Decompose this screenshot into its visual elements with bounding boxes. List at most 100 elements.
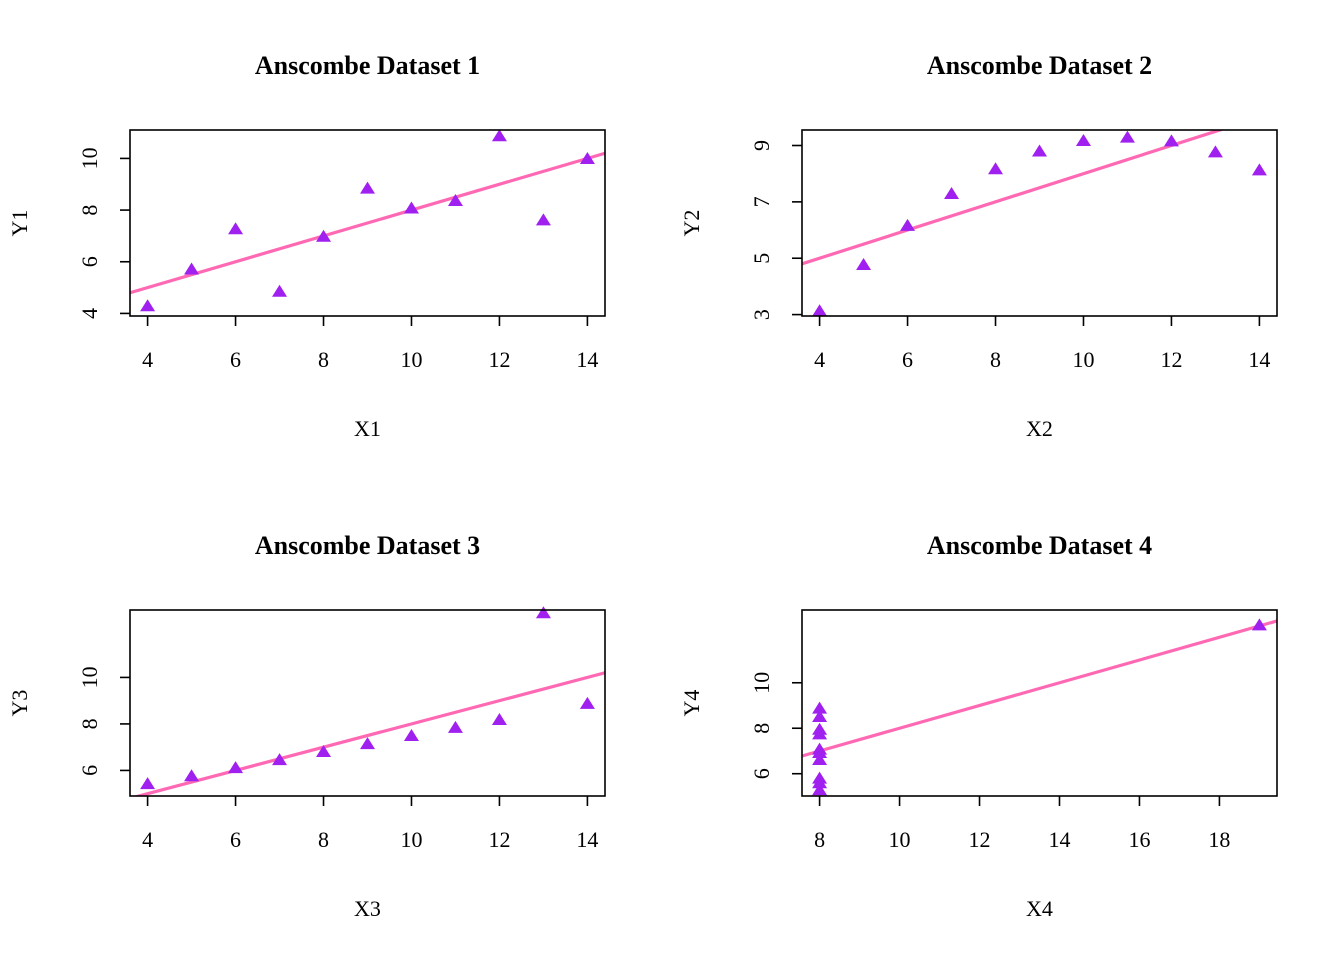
plot-frame — [801, 129, 1278, 317]
y-tick-label: 6 — [77, 765, 102, 776]
x-tick-label: 8 — [318, 827, 329, 852]
regression-line — [802, 619, 1277, 758]
data-point — [812, 304, 828, 317]
data-point — [272, 753, 288, 766]
x-tick-label: 12 — [969, 827, 991, 852]
y-tick-label: 5 — [749, 253, 774, 264]
x-tick-label: 14 — [576, 347, 598, 372]
x-tick-label: 8 — [318, 347, 329, 372]
data-point — [1251, 163, 1267, 176]
x-tick-label: 8 — [814, 827, 825, 852]
data-point — [900, 218, 916, 231]
data-point — [1163, 134, 1179, 147]
y-tick-label: 8 — [77, 718, 102, 729]
data-point — [812, 722, 828, 735]
data-point — [272, 284, 288, 297]
y-tick-label: 6 — [749, 768, 774, 779]
data-point — [228, 222, 244, 235]
x-tick-label: 10 — [400, 827, 422, 852]
y-tick-label: 10 — [749, 672, 774, 694]
x-tick-label: 18 — [1208, 827, 1230, 852]
data-point — [1075, 134, 1091, 147]
x-tick-label: 10 — [889, 827, 911, 852]
data-point — [812, 701, 828, 714]
plot-frame — [801, 609, 1278, 797]
x-tick-label: 6 — [230, 347, 241, 372]
x-tick-label: 6 — [902, 347, 913, 372]
data-point — [812, 783, 828, 796]
y-tick-label: 9 — [749, 140, 774, 151]
x-tick-label: 8 — [990, 347, 1001, 372]
x-tick-label: 4 — [814, 347, 825, 372]
x-tick-label: 4 — [142, 347, 153, 372]
regression-line — [132, 671, 605, 796]
y-tick-label: 3 — [749, 309, 774, 320]
plot-frame — [129, 609, 606, 797]
data-point — [228, 761, 244, 774]
data-point — [944, 187, 960, 200]
panel-1: Anscombe Dataset 1 4 6 8 10 12 14 4 6 8 10 X1 Y1 — [7, 51, 606, 441]
data-point — [579, 696, 595, 709]
y-axis-label: Y3 — [7, 690, 32, 717]
data-point — [140, 299, 156, 312]
data-point — [1251, 618, 1267, 631]
y-axis-label: Y1 — [7, 210, 32, 237]
y-tick-label: 10 — [77, 666, 102, 688]
y-tick-label: 10 — [77, 147, 102, 169]
data-point — [403, 201, 419, 214]
data-point — [447, 194, 463, 207]
plot-frame — [129, 129, 606, 317]
data-point — [491, 712, 507, 725]
y-tick-label: 8 — [77, 205, 102, 216]
x-tick-label: 12 — [488, 827, 510, 852]
data-point — [812, 753, 828, 766]
x-tick-label: 6 — [230, 827, 241, 852]
data-point — [812, 745, 828, 758]
x-tick-label: 14 — [576, 827, 598, 852]
data-point — [316, 745, 332, 758]
chart-title: Anscombe Dataset 4 — [927, 531, 1152, 560]
panel-2: Anscombe Dataset 2 4 6 8 10 12 14 3 5 7 9 X2 Y2 — [679, 51, 1278, 441]
y-tick-label: 6 — [77, 256, 102, 267]
x-tick-label: 16 — [1128, 827, 1150, 852]
y-tick-label: 7 — [749, 196, 774, 207]
regression-line — [802, 130, 1226, 266]
panel-4: Anscombe Dataset 4 8 10 12 14 16 18 6 8 10 X4 Y4 — [679, 531, 1278, 921]
x-tick-label: 12 — [1160, 347, 1182, 372]
y-tick-label: 8 — [749, 723, 774, 734]
data-point — [535, 213, 551, 226]
y-axis-label: Y4 — [679, 690, 704, 717]
data-point — [316, 229, 332, 242]
panel-3: Anscombe Dataset 3 4 6 8 10 12 14 6 8 10 X3 Y3 — [7, 531, 606, 921]
data-point — [535, 606, 551, 619]
data-point — [184, 262, 200, 275]
data-point — [1032, 144, 1047, 157]
data-point — [184, 769, 200, 782]
x-axis-label: X3 — [354, 896, 381, 921]
data-point — [812, 710, 828, 723]
data-point — [360, 181, 375, 194]
chart-title: Anscombe Dataset 1 — [255, 51, 480, 80]
x-tick-label: 10 — [400, 347, 422, 372]
data-point — [140, 777, 156, 790]
data-point — [579, 151, 595, 164]
data-point — [856, 258, 872, 271]
x-axis-label: X2 — [1026, 416, 1053, 441]
x-tick-label: 14 — [1048, 827, 1070, 852]
data-point — [491, 129, 507, 142]
x-tick-label: 4 — [142, 827, 153, 852]
data-point — [1207, 145, 1223, 158]
chart-title: Anscombe Dataset 2 — [927, 51, 1152, 80]
data-point — [1119, 130, 1135, 143]
data-point — [403, 728, 419, 741]
y-tick-label: 4 — [77, 308, 102, 319]
x-axis-label: X1 — [354, 416, 381, 441]
data-point — [812, 776, 828, 789]
data-point — [360, 737, 375, 750]
x-tick-label: 12 — [488, 347, 510, 372]
data-point — [988, 162, 1004, 175]
x-tick-label: 10 — [1072, 347, 1094, 372]
chart-title: Anscombe Dataset 3 — [255, 531, 480, 560]
data-point — [447, 720, 463, 733]
